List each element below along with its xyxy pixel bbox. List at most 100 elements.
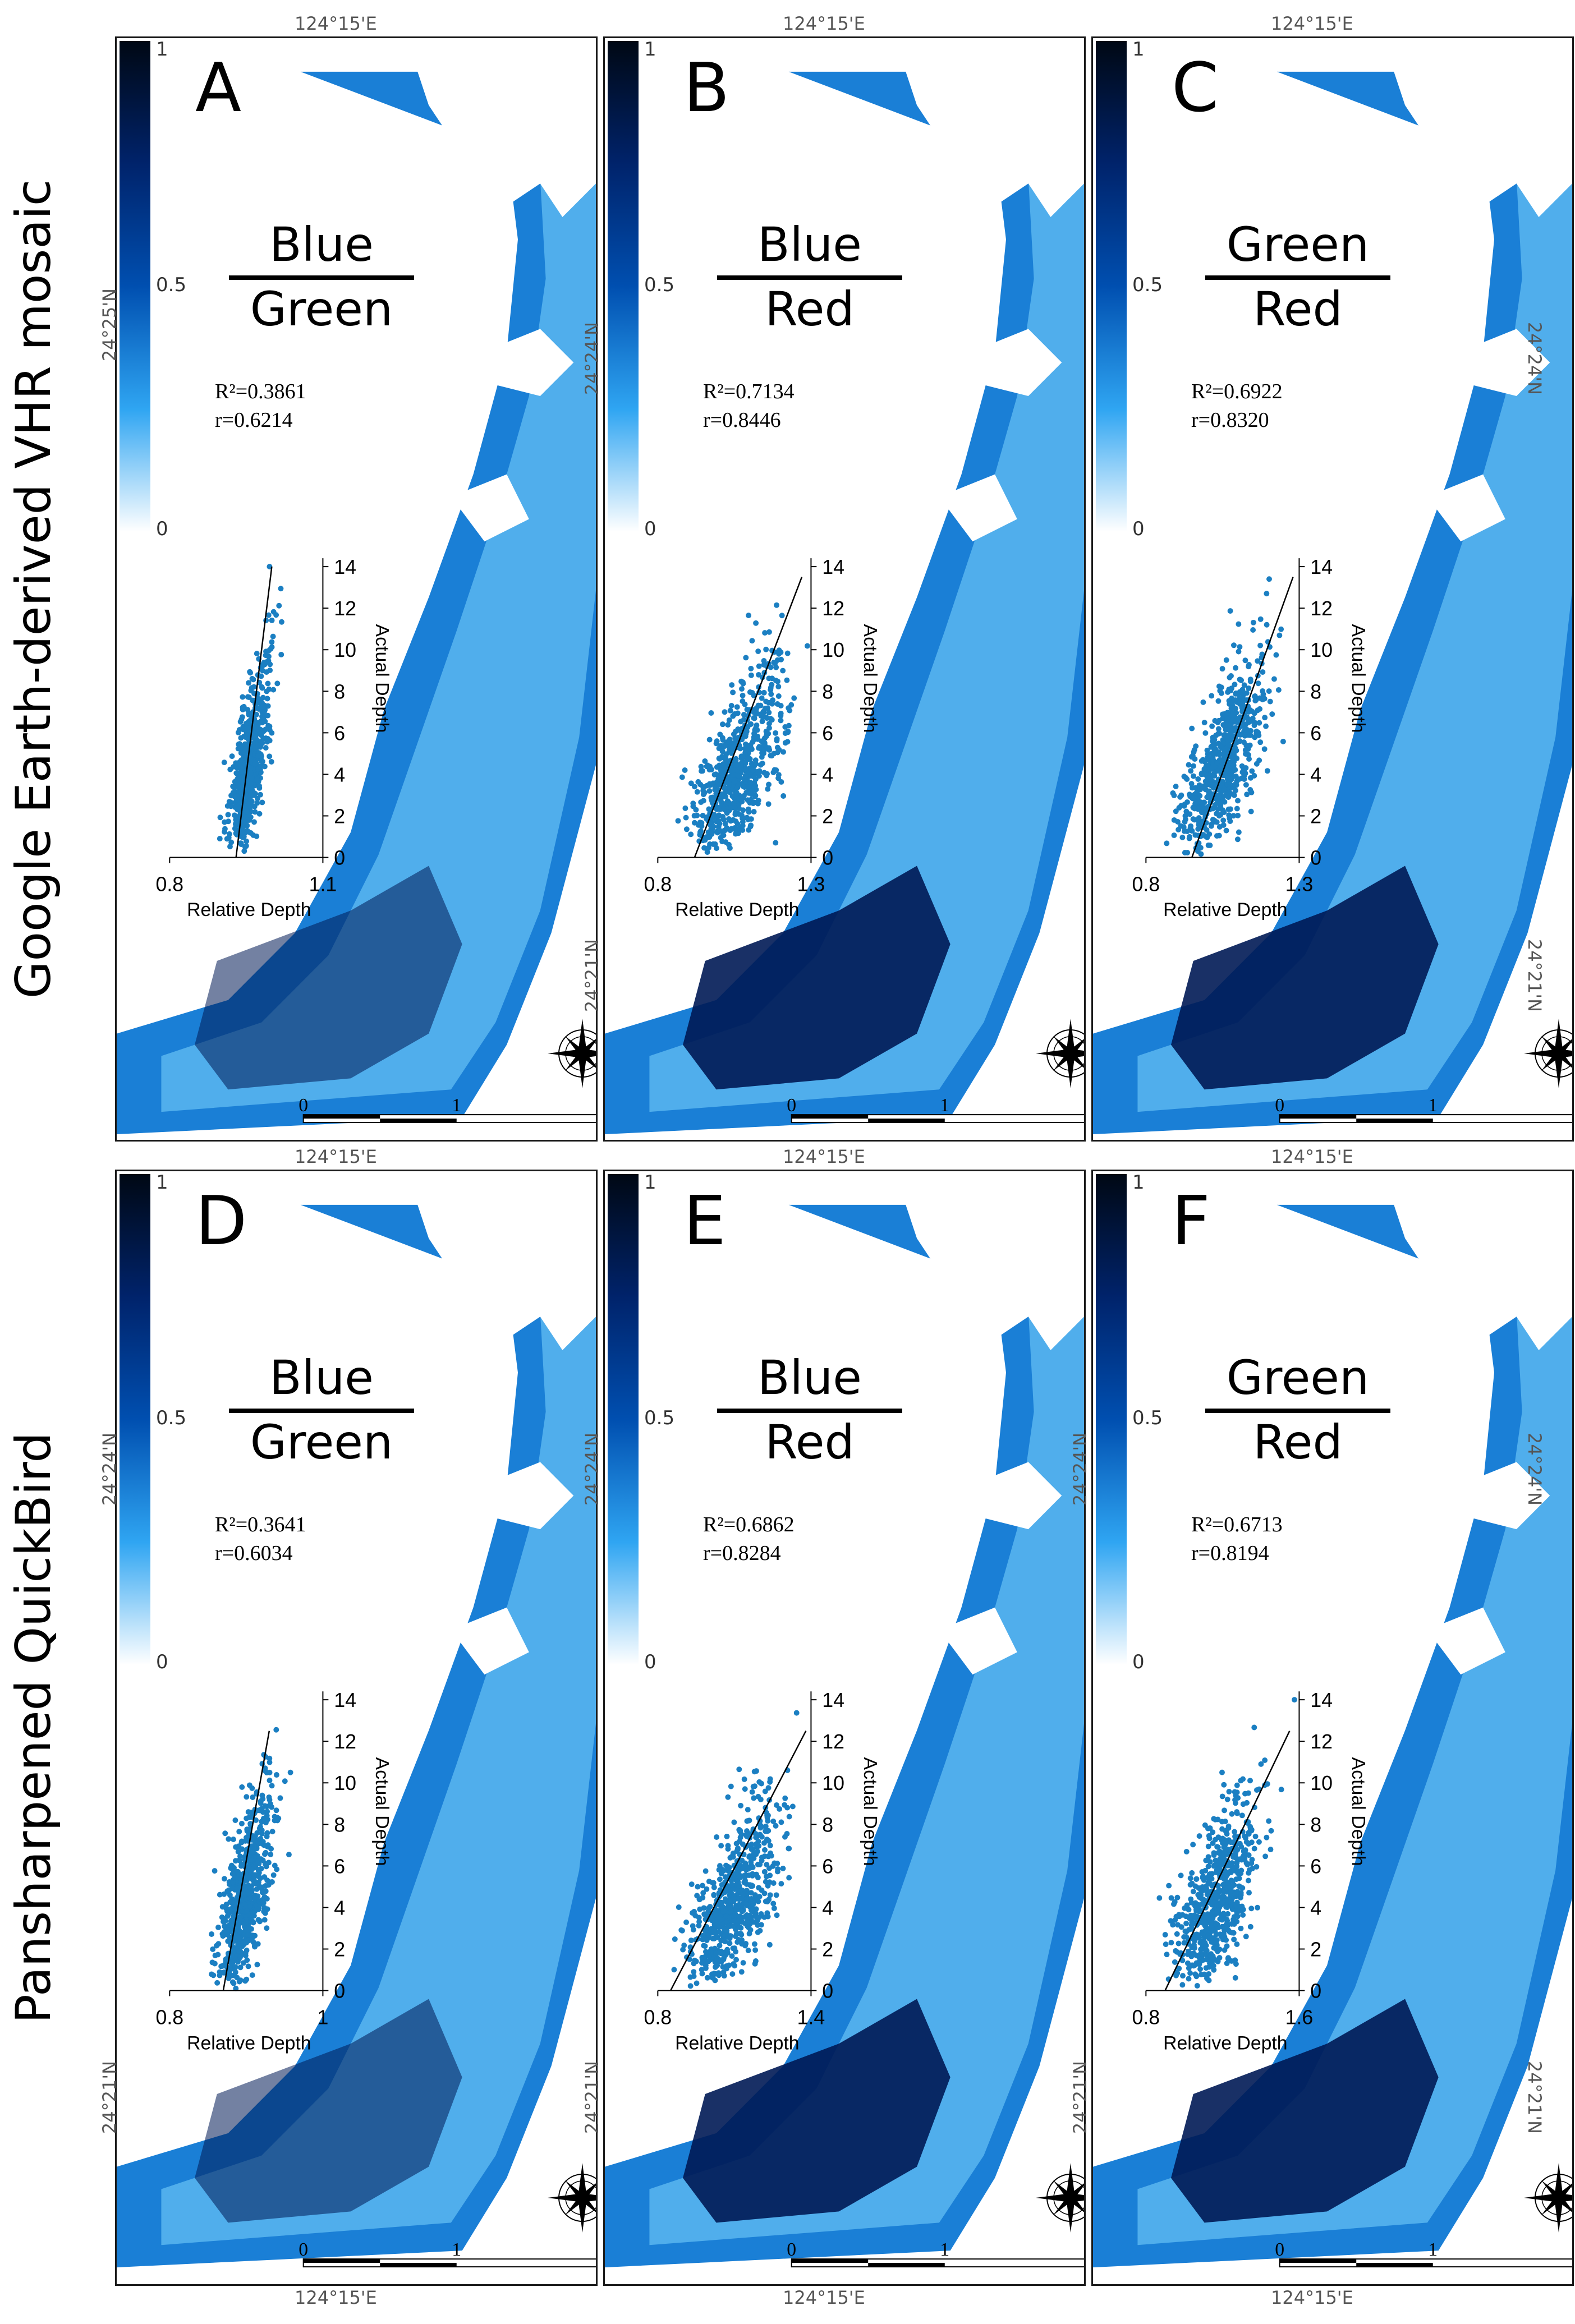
scatter-point (244, 730, 250, 737)
scatter-point (1195, 776, 1201, 782)
y-tick-label: 8 (334, 680, 345, 703)
y-tick-label: 6 (334, 722, 345, 744)
scatter-point (261, 763, 268, 770)
scatter-point (784, 650, 791, 656)
scatter-point (682, 805, 688, 811)
scatter-point (1244, 791, 1250, 798)
scatter-point (254, 776, 260, 783)
scatter-point (1205, 842, 1211, 848)
scatter-point (706, 834, 713, 840)
scatter-point (247, 804, 254, 810)
scatter-point (690, 800, 696, 807)
scatter-point (733, 762, 740, 768)
longitude-label: 124°15'E (1271, 13, 1353, 34)
scatter-point (269, 617, 275, 623)
scale-bar: 012Km (1275, 1095, 1572, 1124)
y-tick-label: 2 (822, 805, 833, 827)
scatter-point (710, 814, 716, 821)
scatter-point (1269, 711, 1275, 717)
scatter-point (252, 809, 258, 815)
scatter-point (765, 745, 771, 751)
scatter-point (1188, 823, 1194, 829)
scatter-point (766, 675, 772, 682)
panel-letter: B (683, 49, 730, 127)
scatter-point (1223, 727, 1229, 733)
scatter-points (1164, 576, 1286, 857)
scatter-point (754, 705, 760, 711)
north-arrow-compass-icon (548, 1019, 596, 1088)
scatter-point (712, 841, 718, 847)
map-panel-c: 1 0.5 0 C Green Red R²=0.6922 r=0.8320 0 2 4 6 8 10 12… (1091, 36, 1574, 1142)
scatter-point (1223, 657, 1229, 663)
scatter-point (759, 738, 765, 744)
scatter-point (734, 821, 741, 827)
scatter-point (267, 661, 273, 668)
scatter-point (756, 744, 763, 750)
scatter-point (270, 687, 277, 693)
scatter-point (258, 791, 263, 798)
x-axis-title: Relative Depth (675, 899, 799, 921)
scatter-point (229, 753, 235, 760)
scatter-point (225, 812, 231, 818)
latitude-label: 24°21'N (1069, 2060, 1091, 2134)
scatter-point (723, 754, 729, 760)
scatter-point (776, 747, 782, 753)
scatter-point (720, 816, 727, 822)
scatter-point (253, 725, 259, 731)
scatter-point (704, 849, 710, 855)
scatter-point (264, 688, 270, 694)
land-mass (894, 38, 1084, 218)
scatter-point (1236, 829, 1242, 835)
scatter-point (252, 761, 258, 767)
scatter-point (747, 742, 754, 748)
scatter-point (769, 753, 775, 759)
scatter-point (240, 744, 246, 750)
scatter-point (706, 806, 712, 812)
scatter-point (222, 826, 228, 832)
scatter-point (768, 685, 774, 691)
scatter-point (735, 773, 741, 779)
scatter-point (728, 818, 734, 824)
scatter-point (235, 729, 241, 735)
scatter-point (753, 620, 759, 626)
scatter-point (233, 793, 240, 799)
scatter-point (1257, 642, 1264, 648)
scatter-point (740, 753, 746, 760)
scatter-point (226, 835, 232, 841)
shallow-reef-area (1137, 88, 1572, 1112)
scatter-point (778, 779, 784, 785)
scatter-point (245, 707, 251, 713)
scatter-point (778, 702, 784, 708)
scatter-point (739, 686, 745, 692)
colorbar-max-label: 1 (644, 38, 656, 61)
scatter-point (708, 710, 714, 716)
map-panel-a: 1 0.5 0 A Blue Green R²=0.3861 r=0.6214 0 2 4 6 8 10 1… (115, 36, 598, 1142)
scatter-point (273, 612, 279, 618)
scatter-point (254, 800, 260, 806)
scatter-point (1220, 817, 1227, 823)
scatter-point (1215, 698, 1222, 704)
r-squared-value: R²=0.7134 (703, 380, 795, 403)
x-tick-label: 0.8 (156, 873, 184, 895)
scatter-point (766, 781, 772, 788)
scatter-point (1237, 738, 1243, 744)
r-squared-value: R²=0.6922 (1191, 380, 1283, 403)
scatter-point (230, 783, 236, 789)
scatter-point (232, 812, 237, 818)
scatter-point (751, 799, 757, 806)
scatter-point (1182, 816, 1188, 822)
scatter-point (228, 839, 235, 845)
scatter-point (756, 671, 762, 678)
scatter-point (712, 786, 718, 793)
regression-stats: R²=0.6922 r=0.8320 (1191, 378, 1283, 435)
scatter-point (233, 821, 239, 827)
longitude-label: 124°15'E (783, 2287, 865, 2308)
scatter-point (756, 663, 762, 669)
scatter-point (748, 822, 754, 829)
scatter-point (270, 633, 276, 639)
scatter-point (729, 682, 735, 688)
panel-letter: A (195, 49, 242, 127)
scale-tick-label: 0 (299, 2239, 308, 2260)
scatter-point (763, 733, 769, 739)
shallow-reef-area (161, 88, 596, 1112)
